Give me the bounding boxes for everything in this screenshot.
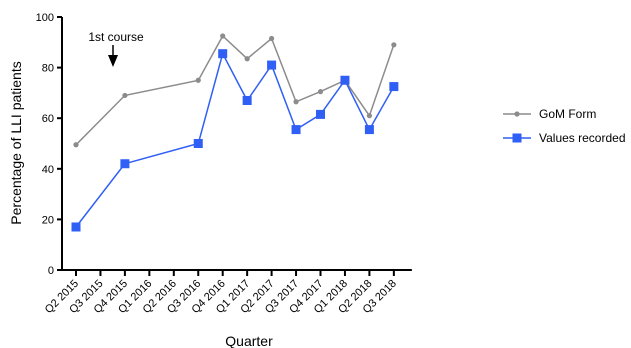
data-point-square [71,222,81,232]
data-point-square [218,49,228,59]
data-point-circle [366,113,372,119]
legend-label: GoM Form [539,107,596,121]
data-point-circle [317,89,324,95]
data-point-square [242,95,252,105]
data-point-square [316,109,325,119]
data-point-circle [244,56,250,62]
y-tick-label: 60 [42,113,54,125]
y-tick-label: 80 [42,63,54,75]
y-axis-title: Percentage of LLI patients [8,61,24,224]
data-point-circle [122,92,128,99]
y-tick-label: 40 [42,164,54,176]
annotation-label: 1st course [88,30,144,44]
data-point-circle [391,42,397,48]
y-tick-label: 100 [36,12,54,24]
annotation: 1st course [88,30,144,67]
annotation-arrowhead [108,55,118,67]
data-point-circle [220,33,226,39]
data-point-circle [195,77,201,83]
legend-marker-square [512,133,522,143]
data-point-square [364,125,374,135]
data-point-square [340,75,350,85]
series-layer [71,33,399,232]
data-point-square [389,82,399,92]
data-point-square [193,139,203,148]
series-line-0 [75,34,395,146]
legend: GoM Form Values recorded [503,107,626,145]
legend-label: Values recorded [539,131,626,145]
y-tick-label: 0 [48,265,54,277]
data-point-circle [269,35,275,42]
data-point-square [120,159,130,169]
data-point-circle [73,142,79,148]
x-axis-title: Quarter [225,333,273,348]
data-point-square [267,60,277,70]
data-point-square [291,125,301,135]
data-point-circle [293,99,299,105]
y-tick-label: 20 [42,214,54,226]
legend-marker-circle [514,111,520,117]
